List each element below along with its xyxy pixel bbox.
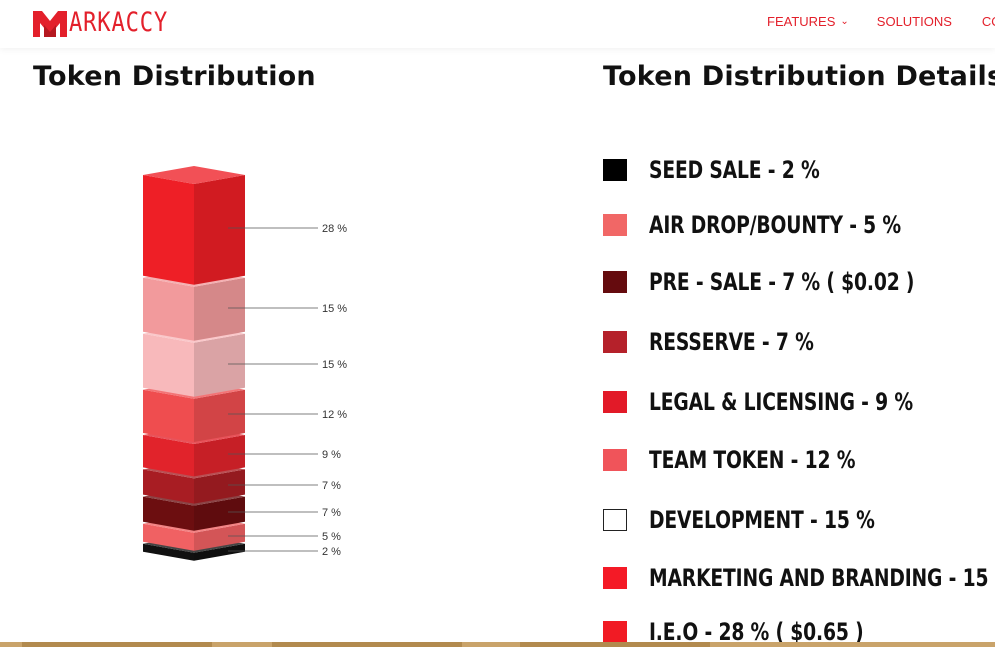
legend-swatch	[603, 271, 627, 293]
logo[interactable]: ARKACCY	[32, 6, 190, 40]
logo-text: ARKACCY	[69, 7, 169, 38]
segment-label: 7 %	[322, 480, 341, 492]
legend-swatch	[603, 567, 627, 589]
legend-label: DEVELOPMENT - 15 %	[649, 506, 875, 534]
site-header: ARKACCY FEATURES ⌄ SOLUTIONS CO	[0, 0, 995, 48]
legend-item: DEVELOPMENT - 15 %	[603, 505, 938, 535]
legend-swatch	[603, 621, 627, 643]
stack-segment	[143, 166, 245, 285]
legend-item: MARKETING AND BRANDING - 15 %	[603, 563, 995, 593]
legend-item: LEGAL & LICENSING - 9 %	[603, 387, 987, 417]
token-distribution-details-title: Token Distribution Details	[603, 61, 995, 92]
segment-label: 2 %	[322, 546, 341, 558]
legend-label: RESSERVE - 7 %	[649, 328, 814, 356]
token-distribution-chart: 2 % 5 % 7 % 7 % 9 % 12 % 15 % 15 % 28 %	[143, 166, 347, 561]
segment-label: 9 %	[322, 449, 341, 461]
nav-features[interactable]: FEATURES	[767, 14, 836, 29]
legend-item: AIR DROP/BOUNTY - 5 %	[603, 210, 972, 240]
legend-item: RESSERVE - 7 %	[603, 327, 860, 357]
stack-segment	[143, 380, 245, 442]
main-nav: FEATURES ⌄ SOLUTIONS CO	[767, 14, 995, 29]
legend-item: I.E.O - 28 % ( $0.65 )	[603, 617, 924, 647]
token-distribution-title: Token Distribution	[33, 61, 316, 92]
legend-swatch	[603, 214, 627, 236]
legend-swatch	[603, 391, 627, 413]
legend-label: SEED SALE - 2 %	[649, 156, 820, 184]
legend-label: TEAM TOKEN - 12 %	[649, 446, 856, 474]
legend-label: AIR DROP/BOUNTY - 5 %	[649, 211, 902, 239]
segment-label: 7 %	[322, 507, 341, 519]
nav-solutions[interactable]: SOLUTIONS	[876, 14, 952, 29]
segment-label: 12 %	[322, 409, 347, 421]
logo-m-icon	[33, 11, 67, 37]
legend-item: TEAM TOKEN - 12 %	[603, 445, 914, 475]
legend-swatch	[603, 159, 627, 181]
segment-label: 28 %	[322, 223, 347, 235]
chevron-down-icon[interactable]: ⌄	[840, 16, 849, 27]
legend-swatch	[603, 331, 627, 353]
nav-contact[interactable]: CO	[981, 14, 995, 29]
legend-label: PRE - SALE - 7 % ( $0.02 )	[649, 268, 915, 296]
segment-label: 15 %	[322, 303, 347, 315]
legend-item: PRE - SALE - 7 % ( $0.02 )	[603, 267, 989, 297]
bottom-bar	[0, 642, 995, 647]
legend-label: LEGAL & LICENSING - 9 %	[649, 388, 913, 416]
legend-label: I.E.O - 28 % ( $0.65 )	[649, 618, 864, 646]
legend-item: SEED SALE - 2 %	[603, 155, 868, 185]
segment-label: 5 %	[322, 531, 341, 543]
legend-label: MARKETING AND BRANDING - 15 %	[649, 564, 995, 592]
legend-swatch	[603, 449, 627, 471]
legend-swatch	[603, 509, 627, 531]
segment-label: 15 %	[322, 359, 347, 371]
